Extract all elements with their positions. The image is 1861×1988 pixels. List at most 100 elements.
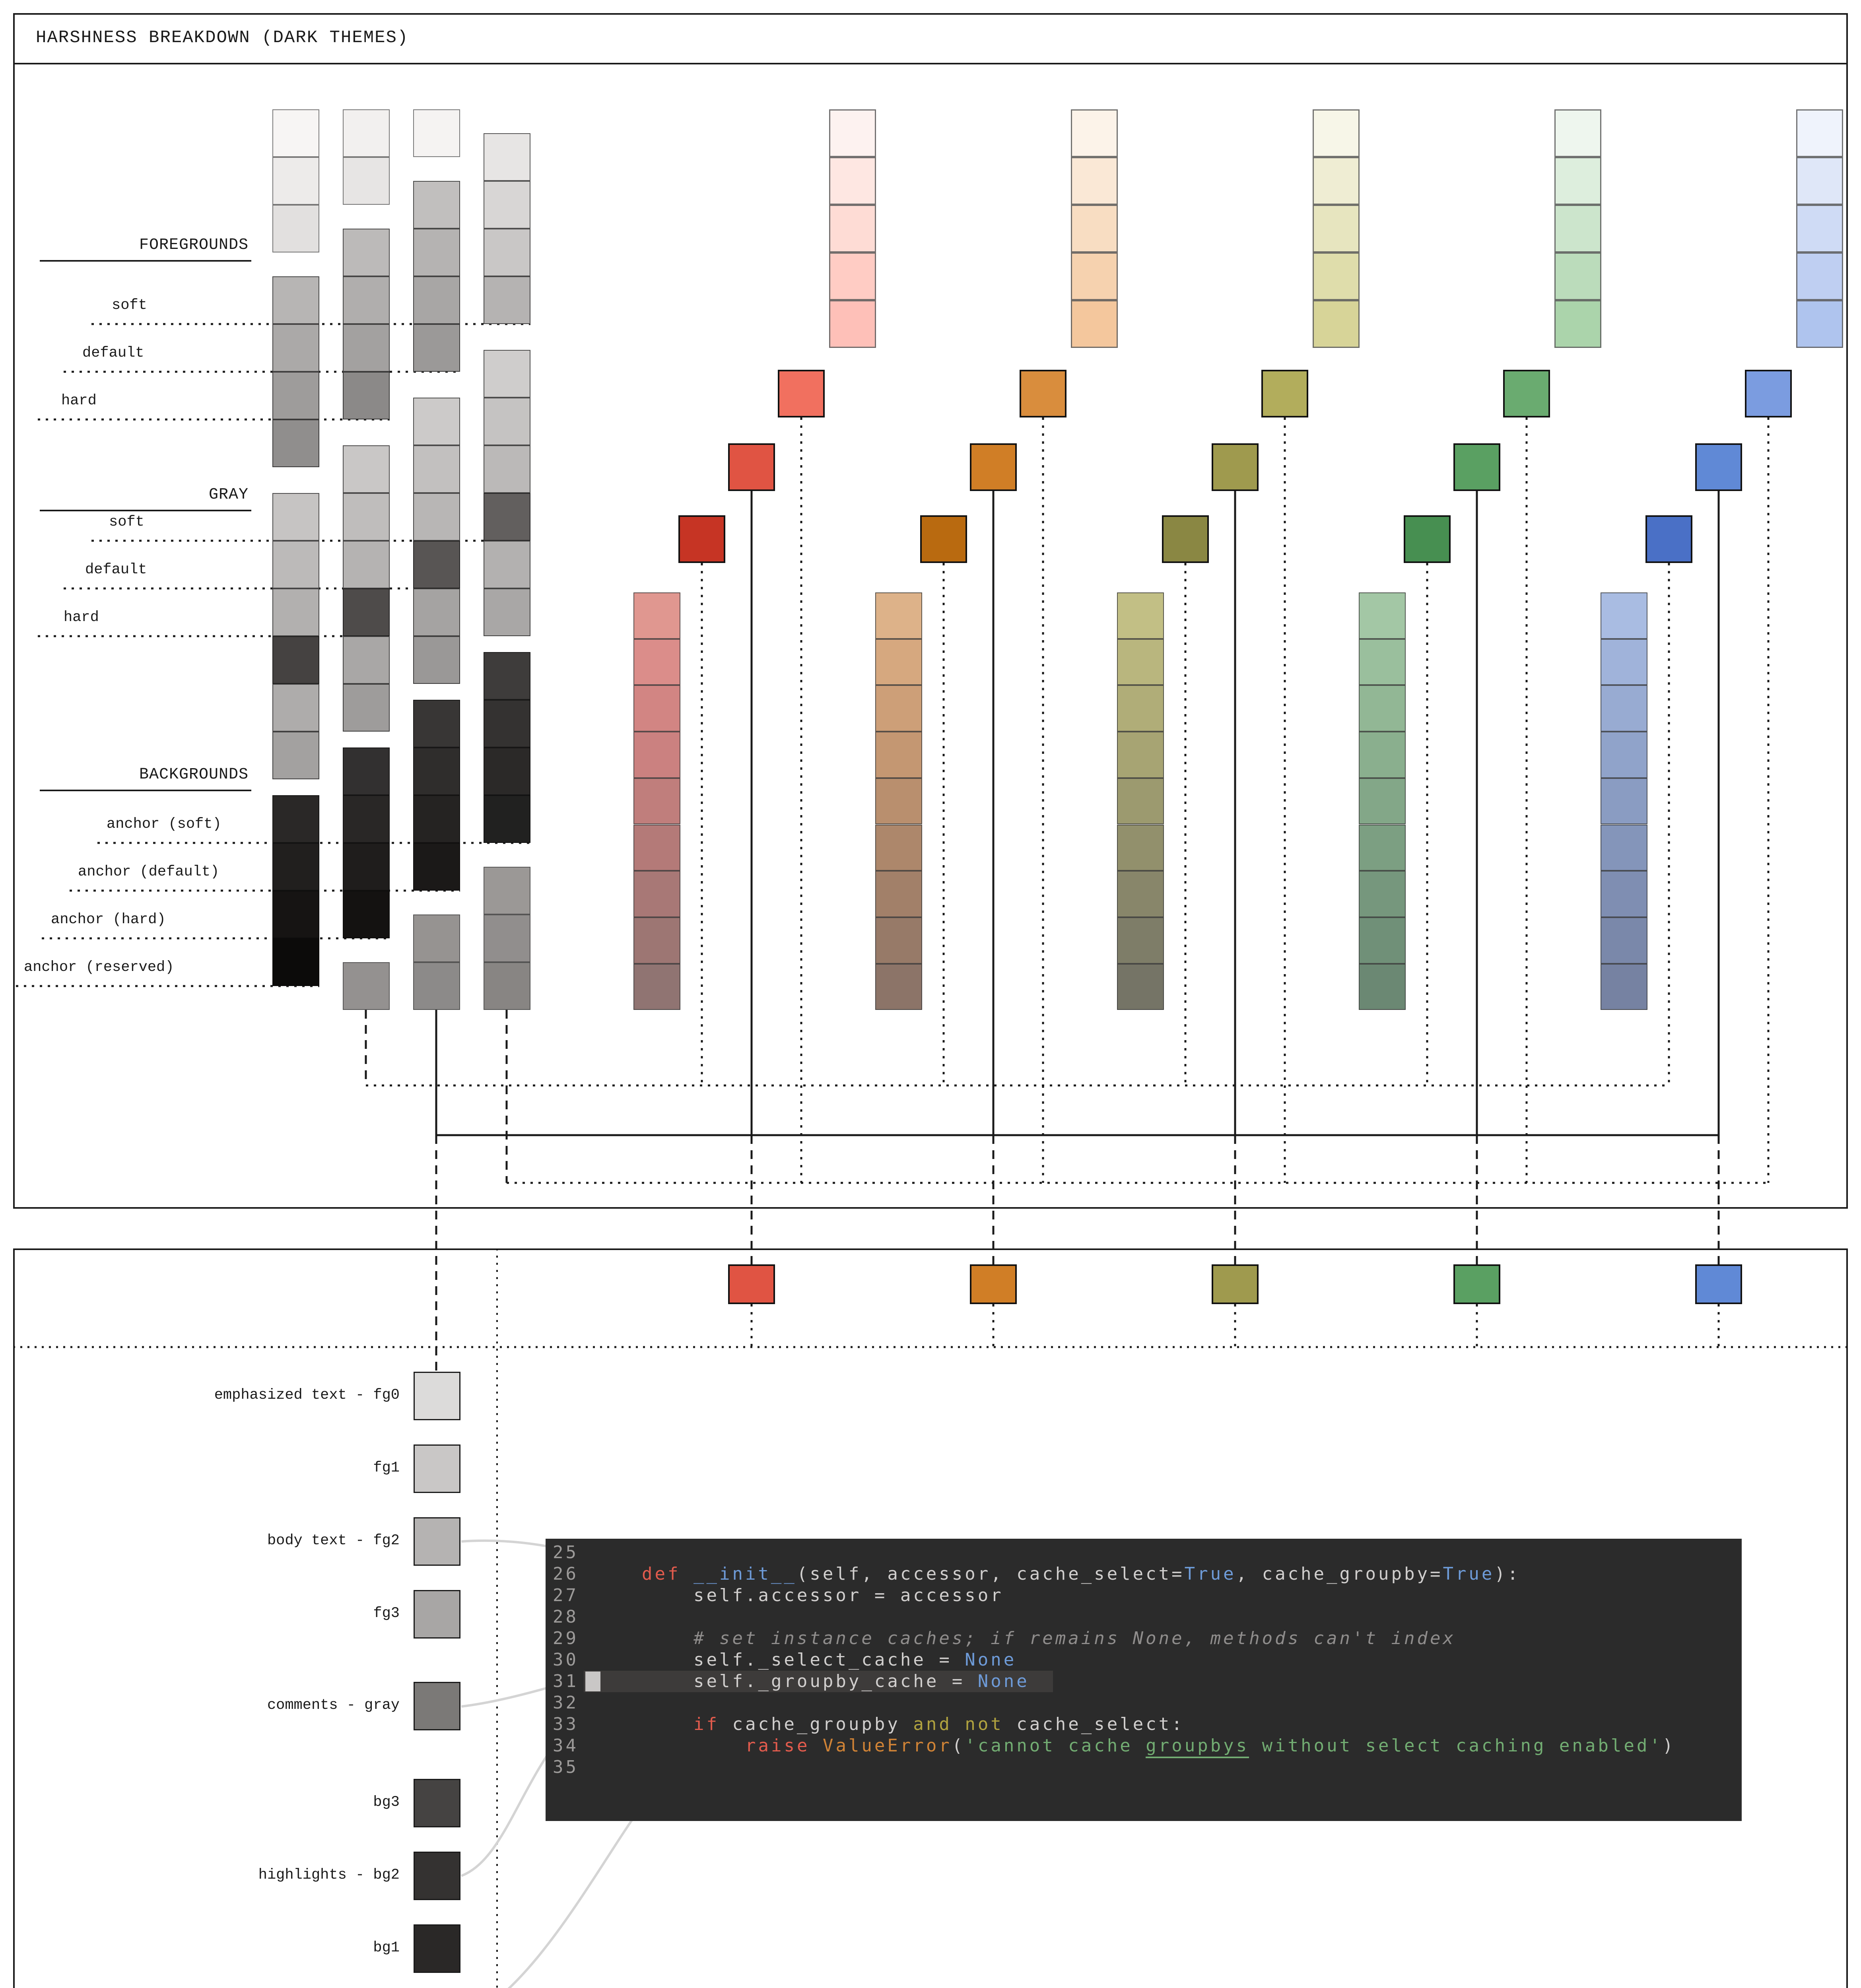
- fg-main-swatch: [484, 133, 530, 181]
- bg-dark-swatch: [413, 843, 460, 891]
- orange-pastel-swatch: [1071, 252, 1118, 300]
- foregrounds-header: FOREGROUNDS: [139, 236, 249, 254]
- bg-dark-swatch: [484, 652, 530, 700]
- orange-muted-swatch: [875, 963, 922, 1010]
- green-accent-soft: [1404, 515, 1451, 563]
- red-pastel-swatch: [829, 157, 876, 205]
- legend-label-0: emphasized text - fg0: [214, 1387, 400, 1404]
- gray-swatch: [413, 398, 460, 445]
- olive-muted-swatch: [1117, 963, 1164, 1010]
- level-label-anchor-default-: anchor (default): [78, 864, 220, 880]
- code-token-kw: if: [694, 1714, 719, 1734]
- blue-pastel-swatch: [1796, 157, 1843, 205]
- bg-dark-swatch: [272, 938, 319, 986]
- gray-swatch: [484, 493, 530, 541]
- code-token-green: 'cannot cache: [965, 1736, 1146, 1756]
- olive-muted-swatch: [1117, 639, 1164, 685]
- level-label-hard: hard: [64, 609, 99, 626]
- red-muted-swatch: [633, 963, 680, 1010]
- orange-muted-swatch: [875, 685, 922, 732]
- olive-accent-hard: [1261, 370, 1308, 417]
- red-pastel-swatch: [829, 109, 876, 157]
- code-line-number: 33: [553, 1714, 579, 1734]
- code-token-fg: self._select_cache =: [694, 1650, 965, 1670]
- code-line: if cache_groupby and not cache_select:: [694, 1713, 1185, 1736]
- code-cursor: [585, 1672, 600, 1691]
- code-token-fg: self.accessor = accessor: [694, 1585, 1004, 1606]
- green-muted-swatch: [1359, 963, 1406, 1010]
- red-muted-swatch: [633, 917, 680, 964]
- code-token-fg: [952, 1714, 965, 1734]
- code-token-kw: def: [642, 1564, 681, 1584]
- bg-dark-swatch: [484, 700, 530, 747]
- level-label-default: default: [82, 345, 144, 361]
- orange-accent-hard: [1020, 370, 1066, 417]
- blue-square: [1695, 1264, 1742, 1304]
- bg-dark-swatch: [413, 700, 460, 747]
- level-label-hard: hard: [61, 392, 97, 409]
- code-token-fg: ): [1662, 1736, 1676, 1756]
- legend-label-6: highlights - bg2: [258, 1867, 400, 1883]
- olive-muted-swatch: [1117, 778, 1164, 825]
- code-token-fg: cache_select:: [1003, 1714, 1185, 1734]
- code-token-greenu: groupbys: [1146, 1736, 1249, 1758]
- gray-swatch: [484, 350, 530, 398]
- blue-muted-swatch: [1601, 871, 1647, 917]
- code-token-olive: and: [913, 1714, 952, 1734]
- code-token-fg: [680, 1564, 694, 1584]
- code-token-comment: # set instance caches; if remains None, …: [694, 1628, 1456, 1648]
- olive-muted-swatch: [1117, 732, 1164, 778]
- legend-swatch-2: [414, 1517, 460, 1566]
- fg-light-swatch: [272, 109, 319, 157]
- green-muted-swatch: [1359, 592, 1406, 639]
- bg-dark-swatch: [484, 795, 530, 843]
- bg-light-swatch: [484, 914, 530, 962]
- olive-accent-soft: [1162, 515, 1209, 563]
- fg-main-swatch: [413, 181, 460, 229]
- bg-light-swatch: [413, 914, 460, 962]
- bg-light-swatch: [484, 867, 530, 914]
- gray-swatch: [343, 541, 390, 588]
- red-pastel-swatch: [829, 205, 876, 252]
- legend-label-2: body text - fg2: [267, 1532, 400, 1549]
- gray-swatch: [484, 398, 530, 445]
- level-label-soft: soft: [112, 297, 147, 314]
- code-line-number: 28: [553, 1607, 579, 1627]
- fg-light-swatch: [413, 109, 460, 157]
- bottom-panel: [13, 1248, 1848, 1988]
- legend-swatch-4: [414, 1682, 460, 1730]
- blue-muted-swatch: [1601, 778, 1647, 825]
- red-muted-swatch: [633, 778, 680, 825]
- bg-dark-swatch: [343, 795, 390, 843]
- green-square: [1453, 1264, 1500, 1304]
- gray-swatch: [343, 445, 390, 493]
- code-token-fg: self._groupby_cache =: [694, 1671, 978, 1691]
- green-pastel-swatch: [1554, 109, 1601, 157]
- gray-swatch: [484, 588, 530, 636]
- green-accent-hard: [1503, 370, 1550, 417]
- fg-main-swatch: [272, 372, 319, 419]
- legend-swatch-3: [414, 1590, 460, 1639]
- red-accent-soft: [678, 515, 725, 563]
- gray-swatch: [272, 541, 319, 588]
- green-muted-swatch: [1359, 732, 1406, 778]
- bg-dark-swatch: [484, 747, 530, 795]
- green-muted-swatch: [1359, 917, 1406, 964]
- blue-accent-soft: [1645, 515, 1692, 563]
- code-line: # set instance caches; if remains None, …: [694, 1627, 1456, 1650]
- gray-swatch: [413, 493, 460, 541]
- code-line: self._select_cache = None: [694, 1649, 1016, 1671]
- code-line: def __init__(self, accessor, cache_selec…: [642, 1563, 1520, 1585]
- fg-light-swatch: [343, 109, 390, 157]
- gray-swatch: [343, 636, 390, 684]
- bg-dark-swatch: [413, 747, 460, 795]
- olive-pastel-swatch: [1313, 252, 1360, 300]
- green-pastel-swatch: [1554, 252, 1601, 300]
- olive-pastel-swatch: [1313, 109, 1360, 157]
- gray-swatch: [272, 732, 319, 779]
- orange-square: [970, 1264, 1017, 1304]
- legend-swatch-5: [414, 1779, 460, 1827]
- bg-light-swatch: [343, 962, 390, 1010]
- fg-main-swatch: [272, 276, 319, 324]
- legend-label-7: bg1: [373, 1939, 400, 1956]
